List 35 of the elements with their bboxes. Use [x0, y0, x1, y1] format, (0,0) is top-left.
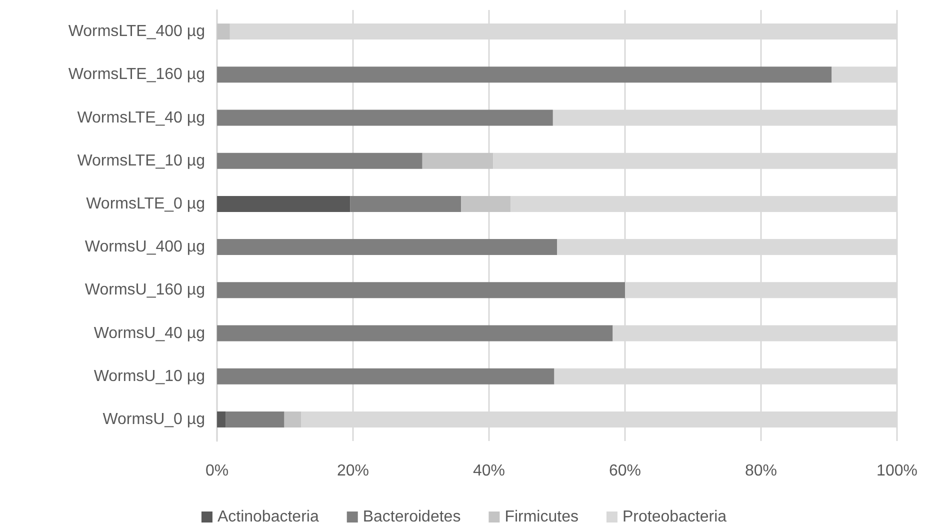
- bar: [422, 152, 494, 169]
- x-tick-label: 0%: [205, 462, 229, 480]
- y-tick-label: WormsLTE_160 µg: [68, 66, 205, 84]
- y-tick-label: WormsU_0 µg: [102, 410, 205, 428]
- bar: [217, 152, 422, 169]
- y-tick-label: WormsLTE_400 µg: [68, 23, 205, 40]
- bar: [461, 196, 511, 212]
- x-tick-label: 20%: [336, 462, 370, 480]
- bar: [217, 110, 553, 126]
- bar: [217, 239, 557, 256]
- bar: [217, 368, 554, 384]
- bar: [217, 196, 350, 212]
- legend-label: Actinobacteria: [217, 508, 319, 526]
- bar: [226, 411, 284, 428]
- legend-label: Bacteroidetes: [362, 508, 461, 526]
- x-tick-label: 40%: [472, 462, 506, 480]
- y-tick-label: WormsU_40 µg: [94, 324, 205, 342]
- bar: [217, 411, 226, 428]
- y-tick-label: WormsU_10 µg: [94, 368, 205, 385]
- bar: [217, 282, 625, 298]
- bar: [284, 411, 302, 428]
- y-tick-label: WormsLTE_40 µg: [77, 109, 205, 126]
- bar: [217, 66, 832, 83]
- y-tick-label: WormsLTE_10 µg: [77, 152, 205, 170]
- bar: [217, 325, 613, 342]
- x-tick-label: 60%: [608, 462, 642, 480]
- x-tick-label: 100%: [876, 462, 918, 480]
- y-tick-label: WormsU_160 µg: [84, 282, 205, 299]
- bar: [350, 196, 462, 212]
- y-tick-label: WormsLTE_0 µg: [86, 195, 205, 212]
- y-tick-label: WormsU_400 µg: [84, 238, 205, 256]
- legend-label: Proteobacteria: [622, 508, 727, 526]
- x-tick-label: 80%: [744, 462, 778, 480]
- legend-label: Firmicutes: [504, 508, 578, 526]
- bar: [217, 24, 230, 40]
